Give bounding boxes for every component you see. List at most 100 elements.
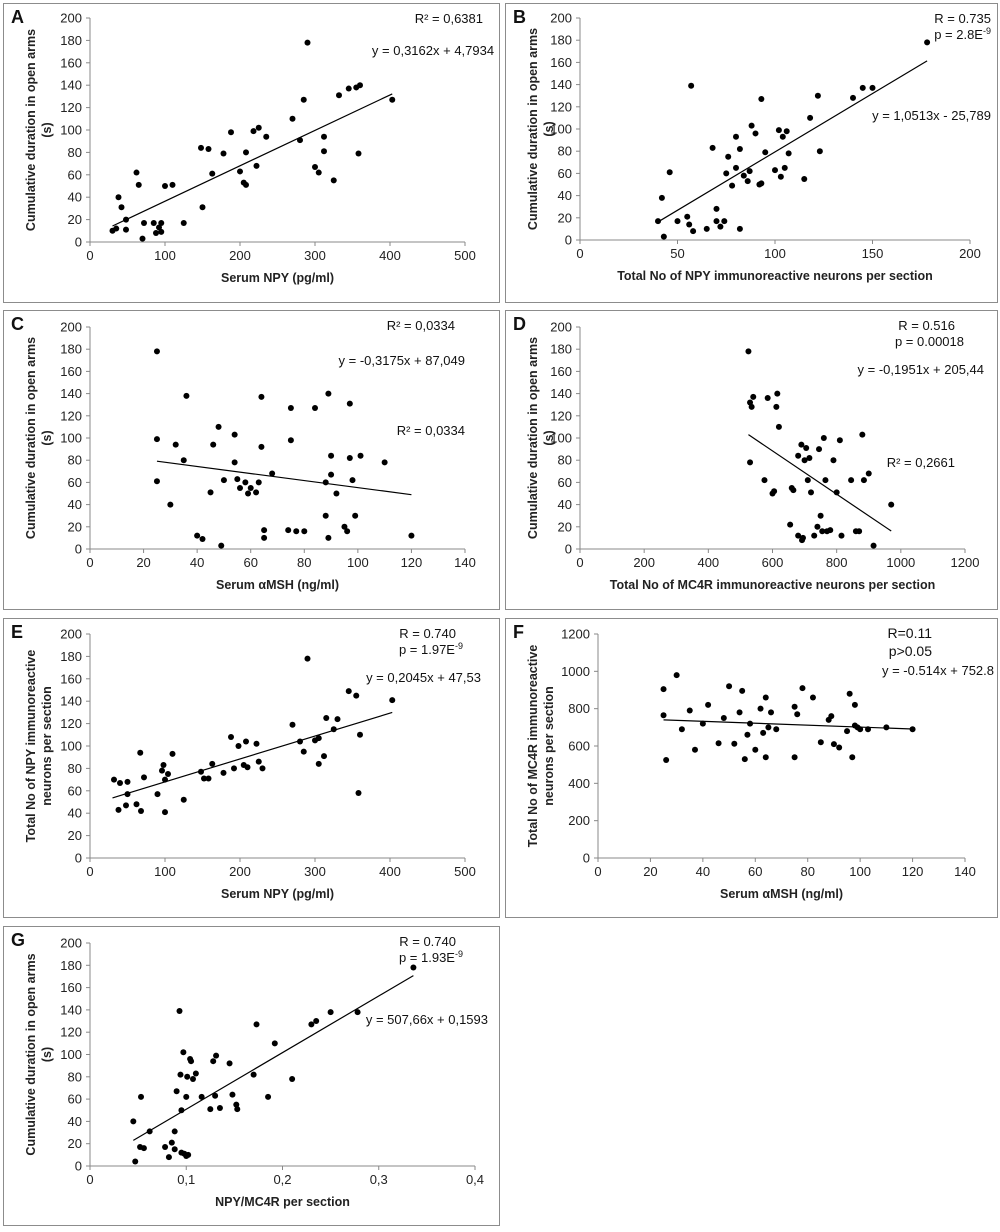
data-point	[162, 776, 168, 783]
data-point	[323, 715, 330, 721]
y-tick-label: 100	[60, 1047, 82, 1062]
data-point	[313, 1018, 320, 1025]
data-point	[180, 219, 187, 226]
panel-border	[505, 618, 998, 918]
trendline	[112, 711, 393, 799]
data-point	[234, 1106, 241, 1113]
data-point	[721, 218, 728, 225]
y-tick-label: 120	[60, 716, 82, 731]
data-point	[132, 1158, 139, 1165]
data-point	[300, 96, 307, 103]
data-point	[162, 1144, 169, 1151]
x-axis-title: Total No of NPY immunoreactive neurons p…	[617, 269, 933, 283]
data-point	[185, 1151, 192, 1158]
x-tick-label: 800	[826, 555, 848, 570]
y-tick-label: 120	[550, 408, 572, 423]
data-point	[180, 796, 187, 803]
data-point	[165, 1154, 172, 1161]
data-point	[817, 739, 824, 746]
data-point	[158, 219, 165, 226]
x-tick-label: 20	[643, 864, 657, 879]
data-point	[752, 130, 759, 137]
panel-b: B 0 20 40 60 80 100 120 140 160 180 200 0 50 100 150 200…	[505, 3, 998, 303]
data-point	[325, 390, 332, 397]
data-point	[138, 807, 144, 814]
data-point	[321, 753, 327, 760]
panel-c: C 0 20 40 60 80 100 120 140 160 180 200 0 20 40 60 80 100…	[3, 310, 500, 610]
stat-annotation: y = -0.514x + 752.8	[882, 663, 994, 678]
data-point	[865, 470, 872, 477]
x-tick-label: 100	[764, 246, 786, 261]
data-point	[328, 452, 335, 459]
panel-border	[3, 3, 500, 303]
data-point	[352, 512, 359, 519]
data-point	[849, 754, 856, 761]
data-point	[814, 523, 821, 530]
data-point	[859, 431, 866, 438]
data-point	[171, 1146, 178, 1153]
stat-annotation: y = 1,0513x - 25,789	[872, 108, 991, 123]
data-point	[773, 403, 780, 410]
data-point	[771, 488, 778, 495]
data-point	[130, 1118, 137, 1125]
data-point	[799, 534, 806, 541]
y-tick-label: 160	[550, 55, 572, 70]
y-axis-title: Total No of NPY immunoreactive	[24, 650, 38, 843]
data-point	[860, 477, 867, 484]
data-point	[787, 521, 794, 528]
data-point	[247, 484, 254, 491]
x-tick-label: 120	[902, 864, 924, 879]
y-tick-label: 160	[60, 980, 82, 995]
x-tick-label: 80	[800, 864, 814, 879]
data-point	[774, 390, 781, 397]
panel-d: D 0 20 40 60 80 100 120 140 160 180 200 0 200 400 600 80…	[505, 310, 998, 610]
x-tick-label: 100	[347, 555, 369, 570]
data-point	[168, 1139, 175, 1146]
x-tick-label: 500	[454, 248, 476, 263]
data-point	[169, 750, 176, 757]
data-point	[856, 528, 863, 535]
data-point	[741, 756, 748, 763]
data-point	[355, 150, 362, 157]
data-point	[817, 512, 824, 519]
y-axis-title: Total No of MC4R immunoreactive	[526, 645, 540, 848]
data-point	[690, 228, 697, 235]
x-tick-label: 200	[959, 246, 981, 261]
data-point	[330, 726, 337, 733]
data-point	[870, 542, 877, 549]
y-tick-label: 80	[68, 1069, 82, 1084]
data-point	[713, 218, 720, 225]
data-point	[865, 726, 872, 733]
data-point	[242, 479, 249, 486]
data-point	[747, 720, 754, 727]
data-point	[234, 476, 241, 483]
trendline	[657, 60, 928, 223]
data-point	[355, 790, 362, 797]
y-axis-title: Cumulative duration in open arms	[24, 337, 38, 539]
data-point	[808, 489, 814, 496]
data-point	[744, 178, 751, 185]
y-tick-label: 40	[558, 188, 572, 203]
panel-letter: C	[11, 314, 24, 334]
data-point	[830, 741, 837, 748]
y-tick-label: 60	[68, 475, 82, 490]
x-tick-label: 0	[576, 555, 583, 570]
panel-f: F 0 200 400 600 800 1000 1200 0 20 40 60 80 100 120 140…	[505, 618, 998, 918]
y-tick-label: 60	[68, 783, 82, 798]
x-tick-label: 200	[633, 555, 655, 570]
x-tick-label: 0	[576, 246, 583, 261]
data-point	[258, 443, 265, 450]
trendline	[156, 460, 412, 496]
data-point	[819, 528, 826, 535]
x-tick-label: 0	[86, 555, 93, 570]
x-axis-title: Total No of MC4R immunoreactive neurons …	[610, 578, 936, 592]
data-point	[345, 85, 352, 92]
data-point	[660, 712, 667, 719]
data-point	[271, 1040, 278, 1047]
data-point	[909, 726, 916, 733]
y-tick-label: 100	[60, 431, 82, 446]
data-point	[758, 180, 765, 187]
y-tick-label: 400	[568, 776, 590, 791]
y-tick-label: 20	[558, 210, 572, 225]
data-point	[141, 774, 147, 781]
